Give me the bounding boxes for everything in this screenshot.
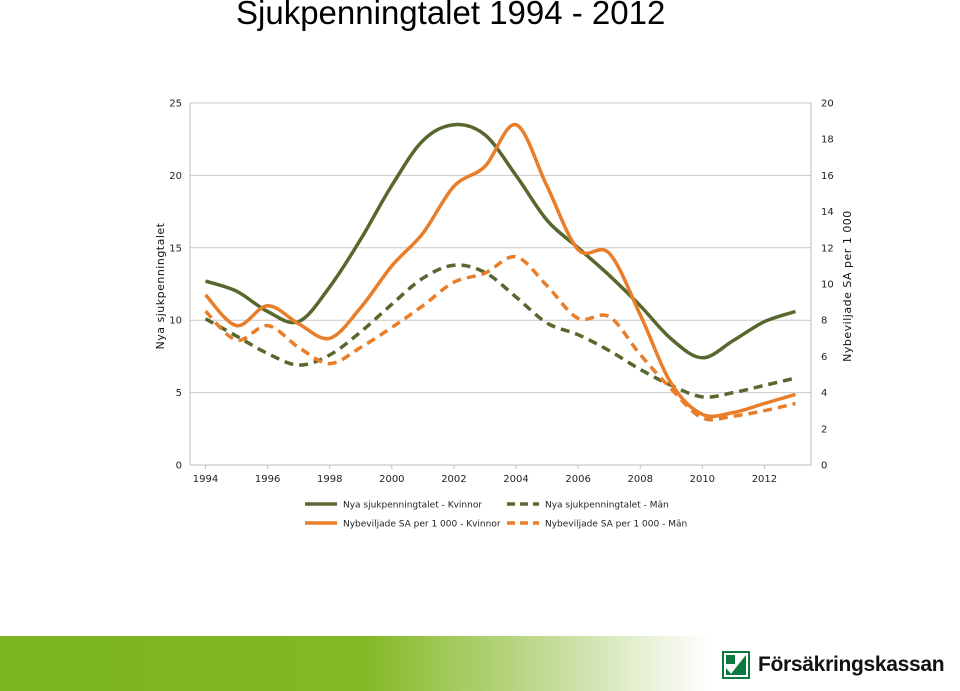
- left-tick-label: 10: [169, 316, 182, 327]
- right-tick-label: 10: [821, 280, 834, 291]
- left-tick-label: 0: [176, 461, 182, 472]
- axes: [189, 103, 812, 466]
- right-tick-label: 18: [821, 135, 834, 146]
- legend-label: Nya sjukpenningtalet - Män: [545, 501, 669, 511]
- slide-title: Sjukpenningtalet 1994 - 2012: [236, 0, 666, 31]
- right-tick-label: 14: [821, 207, 834, 218]
- right-tick-label: 8: [821, 316, 827, 327]
- series-line-kvinnor-sa: [204, 122, 796, 419]
- x-tick-label: 2008: [627, 474, 652, 485]
- left-tick-label: 15: [169, 243, 182, 254]
- right-tick-label: 0: [821, 461, 827, 472]
- grid-lines: [190, 102, 811, 466]
- right-tick-label: 4: [821, 388, 827, 399]
- right-axis-ticks: 0 2 4 6 8 10 12 14 16 18 20: [821, 99, 834, 472]
- x-tick-label: 2012: [752, 474, 777, 485]
- x-tick-label: 1998: [317, 474, 342, 485]
- right-tick-label: 20: [821, 99, 834, 110]
- legend: Nya sjukpenningtalet - Kvinnor Nya sjukpe…: [305, 501, 687, 530]
- x-tick-label: 2002: [441, 474, 466, 485]
- right-axis-title: Nybeviljade SA per 1 000: [841, 210, 854, 362]
- x-axis-ticks: 1994 1996 1998 2000 2002 2004 2006 2008 2010 2012: [193, 465, 777, 485]
- right-tick-label: 6: [821, 352, 827, 363]
- right-tick-label: 12: [821, 243, 834, 254]
- forsakringskassan-logo-icon: [722, 651, 750, 679]
- series-line-kvinnor-sjukpenning: [204, 122, 797, 360]
- right-tick-label: 2: [821, 424, 827, 435]
- x-tick-label: 2010: [690, 474, 715, 485]
- series-line-man-sjukpenning: [204, 263, 796, 399]
- x-tick-label: 2004: [503, 474, 528, 485]
- x-tick-label: 1996: [255, 474, 280, 485]
- left-tick-label: 5: [176, 388, 182, 399]
- left-axis-ticks: 0 5 10 15 20 25: [169, 99, 182, 472]
- right-tick-label: 16: [821, 171, 834, 182]
- brand-name: Försäkringskassan: [758, 653, 945, 676]
- legend-label: Nybeviljade SA per 1 000 - Män: [545, 520, 687, 530]
- x-tick-label: 1994: [193, 474, 218, 485]
- legend-label: Nybeviljade SA per 1 000 - Kvinnor: [343, 520, 501, 530]
- left-tick-label: 20: [169, 171, 182, 182]
- left-tick-label: 25: [169, 99, 182, 110]
- left-axis-title: Nya sjukpenningtalet: [154, 222, 167, 349]
- x-tick-label: 2006: [565, 474, 590, 485]
- legend-label: Nya sjukpenningtalet - Kvinnor: [343, 501, 482, 511]
- brand: Försäkringskassan: [722, 650, 945, 680]
- series-lines: [204, 122, 797, 422]
- x-tick-label: 2000: [379, 474, 404, 485]
- footer-band: [0, 636, 960, 691]
- series-line-man-sa: [204, 255, 796, 422]
